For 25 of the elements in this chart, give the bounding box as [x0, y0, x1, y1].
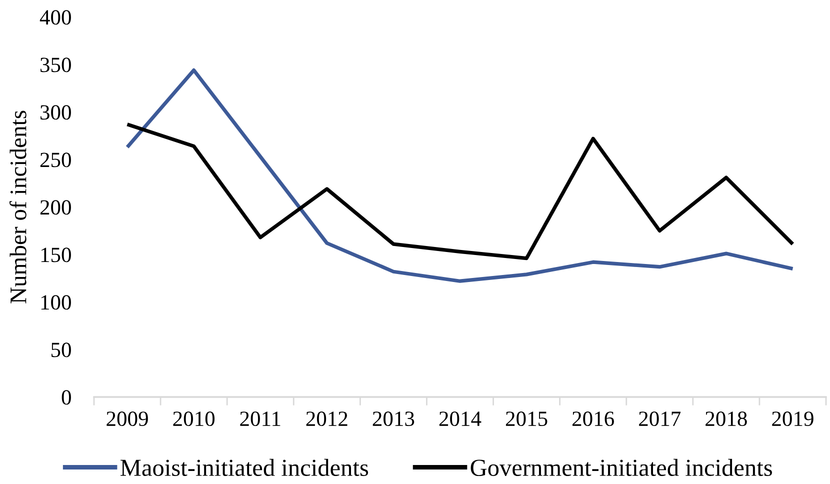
x-tick-label: 2009: [106, 412, 148, 426]
y-tick-label: 0: [62, 390, 71, 405]
x-tick-label: 2015: [506, 412, 548, 426]
y-tick-label: 300: [40, 105, 71, 120]
y-tick-label: 400: [40, 10, 71, 25]
legend-label: Government-initiated incidents: [470, 458, 772, 476]
x-tick-label: 2018: [706, 412, 747, 426]
line-series: [125, 68, 795, 283]
x-tick-label: 2012: [306, 412, 348, 426]
x-tick-label: 2014: [439, 412, 482, 426]
x-tick-label: 2016: [572, 412, 614, 426]
y-tick-label: 350: [40, 58, 71, 72]
x-tick-label: 2019: [772, 412, 814, 426]
y-tick-label: 200: [40, 200, 71, 215]
y-tick-label: 50: [52, 342, 71, 358]
x-tick-label: 2013: [372, 412, 414, 426]
legend-label: Maoist-initiated incidents: [120, 458, 368, 476]
line-series: [125, 122, 795, 260]
x-tick-label: 2010: [173, 412, 215, 426]
x-tick-label: 2017: [639, 412, 681, 426]
x-tick-label: 2011: [240, 412, 280, 426]
y-tick-label: 100: [41, 295, 71, 310]
y-tick-label: 150: [41, 248, 71, 262]
y-axis-title: Number of incidents: [10, 110, 26, 304]
y-tick-label: 250: [40, 152, 71, 168]
